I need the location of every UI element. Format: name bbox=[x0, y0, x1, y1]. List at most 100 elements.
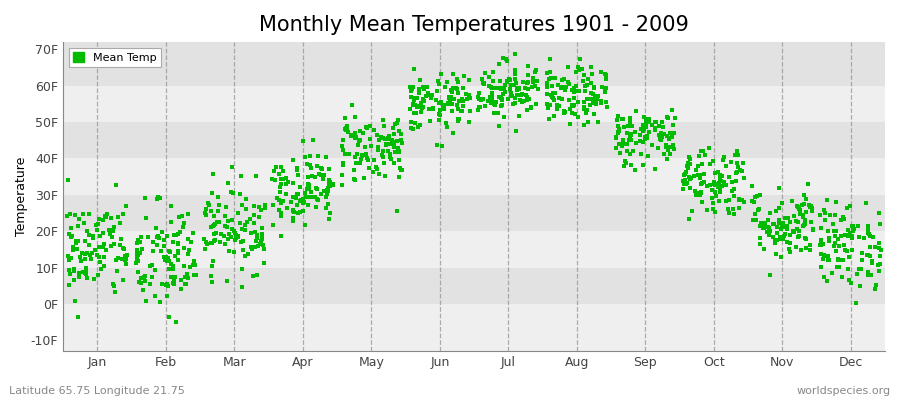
Point bbox=[681, 164, 696, 171]
Point bbox=[476, 81, 491, 87]
Point bbox=[804, 202, 818, 209]
Point bbox=[580, 110, 594, 116]
Point bbox=[774, 226, 788, 232]
Point bbox=[104, 242, 118, 249]
Point bbox=[616, 116, 630, 122]
Point bbox=[620, 148, 634, 154]
Point bbox=[842, 232, 856, 239]
Point bbox=[426, 106, 440, 112]
Point bbox=[310, 185, 325, 192]
Point bbox=[697, 148, 711, 154]
Point bbox=[440, 79, 454, 85]
Point bbox=[635, 121, 650, 128]
Point bbox=[138, 278, 152, 284]
Point bbox=[388, 148, 402, 155]
Point bbox=[544, 94, 559, 100]
Point bbox=[431, 81, 446, 87]
Point bbox=[198, 209, 212, 216]
Point bbox=[455, 103, 470, 109]
Point bbox=[254, 238, 268, 244]
Point bbox=[712, 180, 726, 186]
Point bbox=[379, 141, 393, 148]
Point bbox=[647, 118, 662, 125]
Point bbox=[779, 224, 794, 230]
Point bbox=[550, 102, 564, 108]
Point bbox=[347, 154, 362, 160]
Point bbox=[391, 144, 405, 151]
Point bbox=[731, 164, 745, 170]
Point bbox=[157, 237, 171, 244]
Point bbox=[183, 263, 197, 270]
Point bbox=[115, 245, 130, 252]
Point bbox=[114, 256, 129, 262]
Point bbox=[416, 96, 430, 102]
Point bbox=[451, 79, 465, 86]
Point bbox=[814, 263, 828, 270]
Point bbox=[280, 204, 294, 211]
Point bbox=[115, 211, 130, 217]
Point bbox=[338, 115, 352, 121]
Point bbox=[107, 283, 122, 289]
Point bbox=[323, 182, 338, 189]
Point bbox=[211, 194, 225, 200]
Point bbox=[313, 191, 328, 198]
Point bbox=[87, 247, 102, 253]
Point bbox=[347, 176, 362, 182]
Point bbox=[366, 157, 381, 163]
Point bbox=[564, 102, 579, 108]
Point bbox=[317, 171, 331, 178]
Point bbox=[707, 189, 722, 195]
Point bbox=[96, 217, 111, 223]
Point bbox=[429, 88, 444, 94]
Point bbox=[229, 234, 243, 241]
Point bbox=[452, 98, 466, 104]
Point bbox=[248, 228, 263, 235]
Point bbox=[200, 241, 214, 248]
Point bbox=[791, 206, 806, 212]
Point bbox=[610, 128, 625, 135]
Point bbox=[806, 226, 820, 233]
Point bbox=[661, 133, 675, 139]
Point bbox=[166, 266, 180, 272]
Point bbox=[709, 193, 724, 200]
Point bbox=[637, 114, 652, 120]
Point bbox=[569, 83, 583, 89]
Point bbox=[633, 138, 647, 144]
Point bbox=[356, 130, 370, 136]
Point bbox=[462, 118, 476, 125]
Point bbox=[178, 273, 193, 280]
Point bbox=[484, 90, 499, 96]
Point bbox=[845, 223, 859, 230]
Point bbox=[308, 174, 322, 180]
Point bbox=[527, 68, 542, 75]
Point bbox=[321, 178, 336, 184]
Point bbox=[206, 171, 220, 178]
Point bbox=[772, 217, 787, 224]
Point bbox=[129, 260, 143, 267]
Point bbox=[387, 131, 401, 137]
Point bbox=[86, 235, 101, 241]
Point bbox=[862, 253, 877, 259]
Point bbox=[768, 240, 782, 246]
Point bbox=[440, 124, 454, 130]
Point bbox=[158, 256, 173, 263]
Point bbox=[814, 237, 828, 243]
Point bbox=[588, 111, 602, 117]
Point bbox=[872, 245, 886, 252]
Point bbox=[66, 244, 80, 250]
Point bbox=[360, 155, 374, 162]
Point bbox=[842, 232, 856, 239]
Point bbox=[67, 266, 81, 272]
Point bbox=[97, 263, 112, 269]
Point bbox=[205, 258, 220, 264]
Point bbox=[652, 132, 667, 138]
Point bbox=[850, 271, 864, 277]
Point bbox=[511, 84, 526, 91]
Point bbox=[826, 243, 841, 249]
Point bbox=[571, 114, 585, 120]
Point bbox=[94, 266, 108, 272]
Point bbox=[624, 131, 638, 137]
Point bbox=[417, 86, 431, 93]
Point bbox=[151, 233, 166, 240]
Point bbox=[74, 258, 88, 264]
